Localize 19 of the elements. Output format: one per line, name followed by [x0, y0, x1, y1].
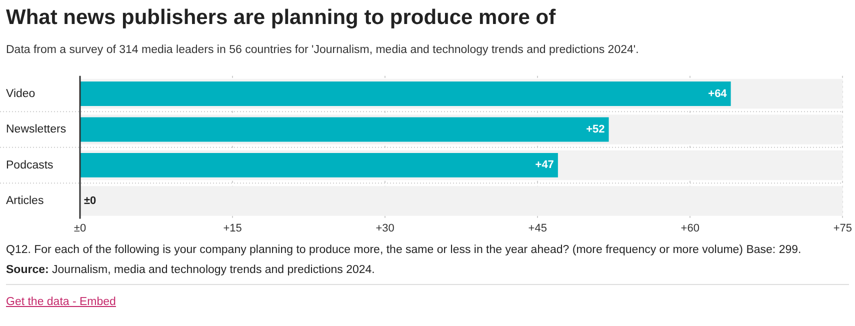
- y-tick-label: Newsletters: [6, 124, 66, 136]
- x-tick-label: +45: [528, 222, 547, 234]
- y-tick-label: Articles: [6, 195, 44, 208]
- x-tick-label: +30: [376, 222, 394, 234]
- source-note: Source: Journalism, media and technology trends and predictions 2024.: [6, 264, 375, 276]
- x-tick-label: +75: [833, 222, 852, 234]
- text: Q12. For each of the following is your company planning to produce more, the same or less in the year ahead? (more frequency or more volume) Base: 299.: [6, 244, 802, 256]
- data-label: +64: [708, 88, 728, 100]
- x-tick-label: +15: [223, 222, 242, 234]
- data-label: +47: [535, 159, 554, 172]
- y-tick-label: Video: [6, 88, 36, 100]
- chart-subtitle: Data from a survey of 314 media leaders in 56 countries for 'Journalism, media and technology trends and predictions 2024'.: [6, 44, 639, 56]
- y-tick-label: Podcasts: [6, 159, 54, 172]
- x-tick-label: ±0: [74, 222, 86, 234]
- chart-title: What news publishers are planning to produce more of: [6, 6, 556, 30]
- text: Get the data - Embed: [6, 296, 116, 308]
- data-label: ±0: [84, 194, 96, 207]
- x-tick-label: +60: [680, 222, 700, 234]
- data-label: +52: [586, 124, 605, 136]
